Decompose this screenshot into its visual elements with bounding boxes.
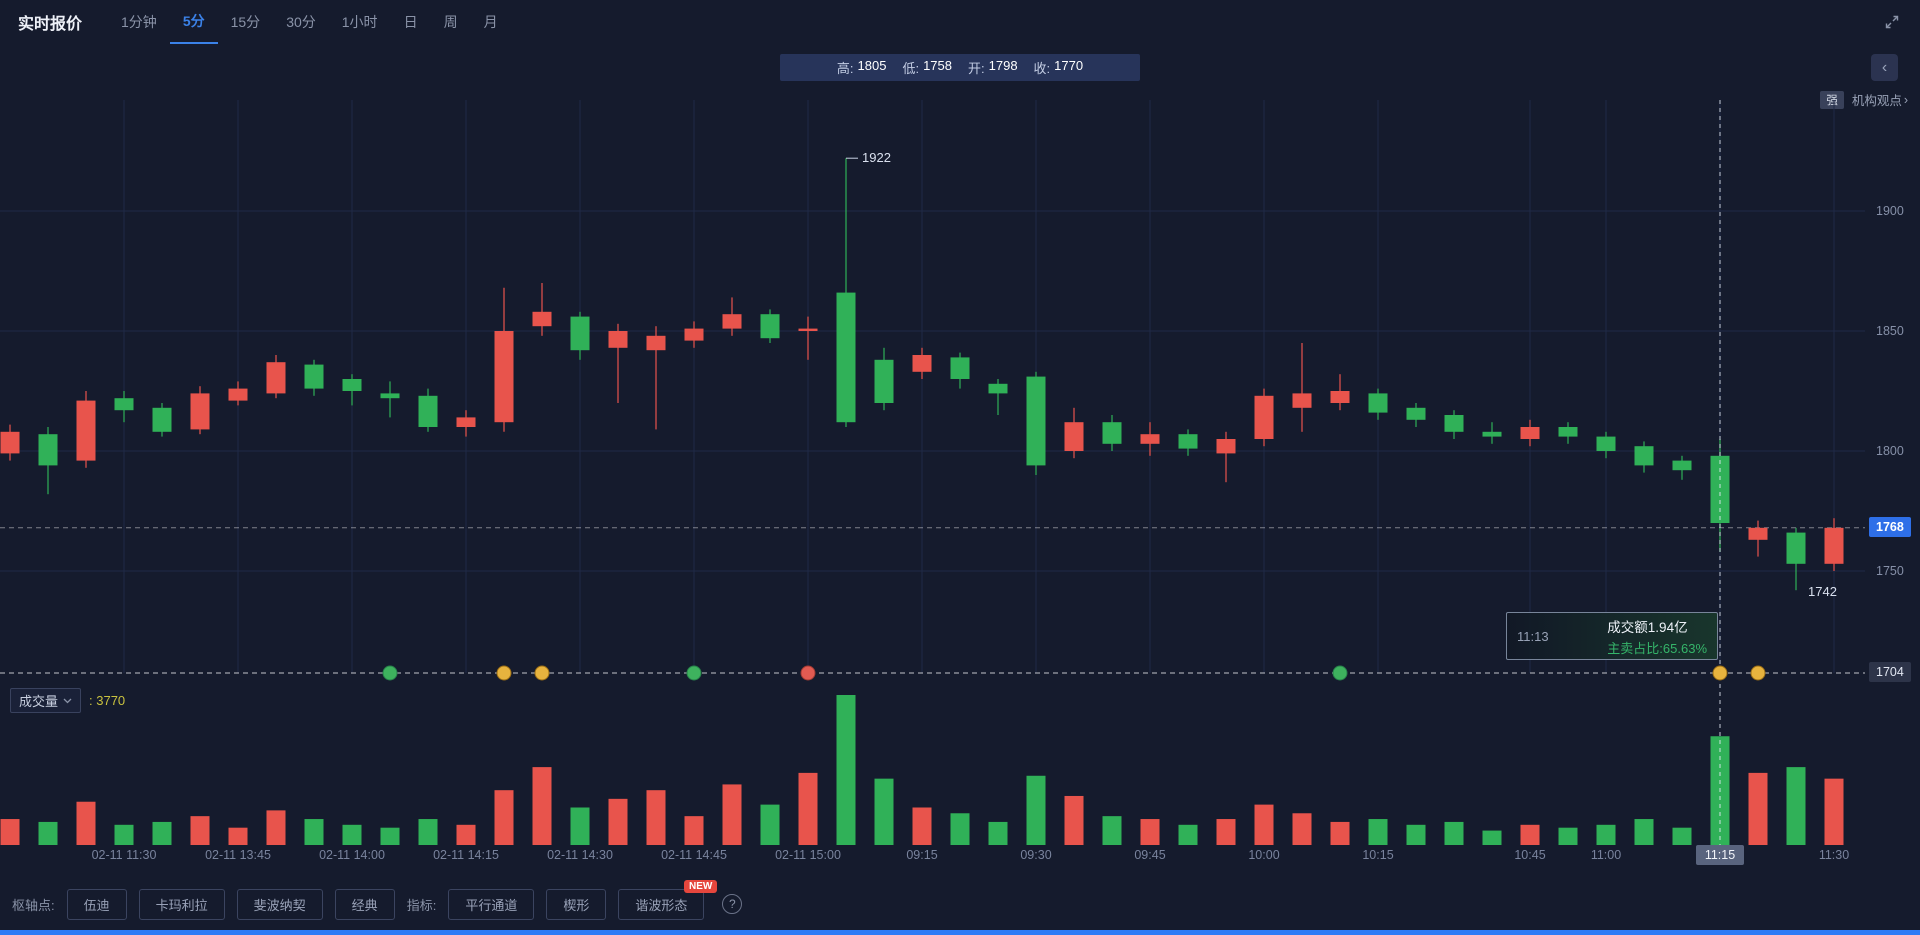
fullscreen-icon[interactable]: [1882, 12, 1902, 32]
toolbar-button-谐波形态[interactable]: 谐波形态 NEW: [618, 879, 718, 920]
svg-text:09:45: 09:45: [1134, 848, 1165, 862]
bottom-scrollbar[interactable]: [0, 930, 1920, 935]
sell-ratio-value: 主卖占比:65.63%: [1607, 640, 1707, 656]
pivot-buttons: 伍迪 卡玛利拉 斐波纳契 经典: [66, 888, 395, 920]
toolbar-button-楔形[interactable]: 楔形: [546, 888, 607, 920]
interval-tab-30分[interactable]: 30分: [286, 14, 316, 30]
interval-tab-日[interactable]: 日: [403, 14, 418, 30]
event-marker-icon[interactable]: [496, 665, 512, 681]
pivot-label: 枢轴点:: [12, 897, 55, 913]
svg-text:09:30: 09:30: [1020, 848, 1051, 862]
interval-tab-1小时[interactable]: 1小时: [341, 14, 378, 30]
svg-text:11:15: 11:15: [1705, 848, 1735, 862]
svg-text:02-11 14:30: 02-11 14:30: [547, 848, 613, 862]
interval-tab-5分[interactable]: 5分: [169, 0, 218, 44]
help-icon[interactable]: ?: [722, 894, 743, 914]
toolbar-button-卡玛利拉[interactable]: 卡玛利拉: [138, 888, 225, 920]
event-marker-icon[interactable]: [1332, 665, 1348, 681]
institution-label: 机构观点: [1851, 94, 1902, 108]
current-price-badge: 1768: [1869, 516, 1911, 537]
volume-label: 成交量: [19, 694, 59, 709]
event-marker-icon[interactable]: [534, 665, 550, 681]
ohlc-pair: 高: 1805: [836, 58, 887, 76]
indicator-label: 指标:: [406, 897, 437, 913]
chevron-right-icon: ›: [1903, 92, 1908, 107]
ohlc-pair: 收: 1770: [1033, 58, 1084, 76]
svg-text:1750: 1750: [1876, 564, 1904, 578]
candle-series[interactable]: [0, 158, 1844, 591]
collapse-panel-button[interactable]: ‹: [1871, 54, 1898, 81]
price-annotations: 1922 1742: [846, 150, 1837, 599]
chevron-left-icon: ‹: [1881, 58, 1888, 76]
turnover-value: 成交额1.94亿: [1607, 619, 1688, 635]
svg-text:1850: 1850: [1876, 324, 1904, 338]
interval-tab-月[interactable]: 月: [483, 14, 498, 30]
volume-header: 成交量 : 3770: [10, 688, 125, 713]
svg-text:02-11 14:00: 02-11 14:00: [319, 848, 385, 862]
chevron-down-icon: [63, 698, 72, 703]
strength-badge: 强: [1820, 90, 1844, 109]
ohlc-pair: 低: 1758: [902, 58, 952, 76]
new-badge: NEW: [684, 879, 718, 893]
svg-text:02-11 13:45: 02-11 13:45: [205, 848, 271, 862]
ohlc-tooltip: 高: 1805 低: 1758 开: 1798 收: 1770: [780, 54, 1140, 81]
toolbar-button-经典[interactable]: 经典: [334, 888, 395, 920]
svg-text:1900: 1900: [1876, 204, 1904, 218]
indicator-buttons: 平行通道 楔形 谐波形态 NEW: [448, 879, 718, 920]
volume-value: : 3770: [89, 693, 126, 708]
page-title: 实时报价: [18, 16, 83, 33]
interval-tab-15分[interactable]: 15分: [230, 14, 261, 30]
ohlc-pair: 开: 1798: [968, 58, 1018, 76]
interval-tab-1分钟[interactable]: 1分钟: [121, 14, 157, 30]
crosshair-tooltip: 11:13 成交额1.94亿 主卖占比:65.63%: [1506, 612, 1718, 660]
svg-text:1800: 1800: [1876, 444, 1904, 458]
svg-text:10:00: 10:00: [1248, 848, 1279, 862]
svg-text:02-11 15:00: 02-11 15:00: [775, 848, 841, 862]
y-axis-labels: 1900 1850 1800 1750: [1876, 204, 1904, 578]
interval-tab-周[interactable]: 周: [443, 14, 458, 30]
svg-text:02-11 14:45: 02-11 14:45: [661, 848, 727, 862]
x-axis-labels: 02-11 11:30 02-11 13:45 02-11 14:00 02-11 1…: [92, 845, 1849, 865]
toolbar-button-平行通道[interactable]: 平行通道: [448, 888, 535, 920]
event-markers: [382, 665, 1766, 681]
crosshair-tooltip-values: 成交额1.94亿 主卖占比:65.63%: [1607, 616, 1707, 657]
event-marker-icon[interactable]: [686, 665, 702, 681]
high-annotation: 1922: [862, 150, 891, 165]
svg-text:11:30: 11:30: [1819, 848, 1849, 862]
bottom-toolbar: 枢轴点: 伍迪 卡玛利拉 斐波纳契 经典 指标: 平行通道 楔形 谐波形态 NEW ?: [0, 879, 1920, 924]
event-marker-icon[interactable]: [1750, 665, 1766, 681]
institution-link[interactable]: 机构观点 ›: [1852, 90, 1908, 109]
volume-indicator-dropdown[interactable]: 成交量: [10, 688, 82, 713]
svg-text:10:45: 10:45: [1514, 848, 1545, 862]
toolbar-button-伍迪[interactable]: 伍迪: [66, 888, 127, 920]
svg-text:09:15: 09:15: [906, 848, 937, 862]
svg-text:10:15: 10:15: [1362, 848, 1393, 862]
svg-text:02-11 11:30: 02-11 11:30: [92, 848, 157, 862]
event-marker-icon[interactable]: [1712, 665, 1728, 681]
svg-text:02-11 14:15: 02-11 14:15: [433, 848, 499, 862]
lower-bound-badge: 1704: [1869, 662, 1911, 682]
event-marker-icon[interactable]: [800, 665, 816, 681]
institution-row: 强 机构观点 ›: [1820, 90, 1908, 109]
toolbar-button-斐波纳契[interactable]: 斐波纳契: [236, 888, 323, 920]
volume-series[interactable]: [0, 695, 1844, 845]
header-bar: 实时报价 1分钟 5分 15分 30分 1小时 日 周 月: [0, 0, 1920, 44]
crosshair-time-chip: [1696, 845, 1744, 865]
event-marker-icon[interactable]: [382, 665, 398, 681]
grid-lines: [0, 100, 1865, 673]
crosshair-time: 11:13: [1517, 628, 1549, 644]
svg-text:11:00: 11:00: [1591, 848, 1621, 862]
low-annotation: 1742: [1808, 584, 1837, 599]
interval-tabs: 1分钟 5分 15分 30分 1小时 日 周 月: [108, 0, 511, 44]
